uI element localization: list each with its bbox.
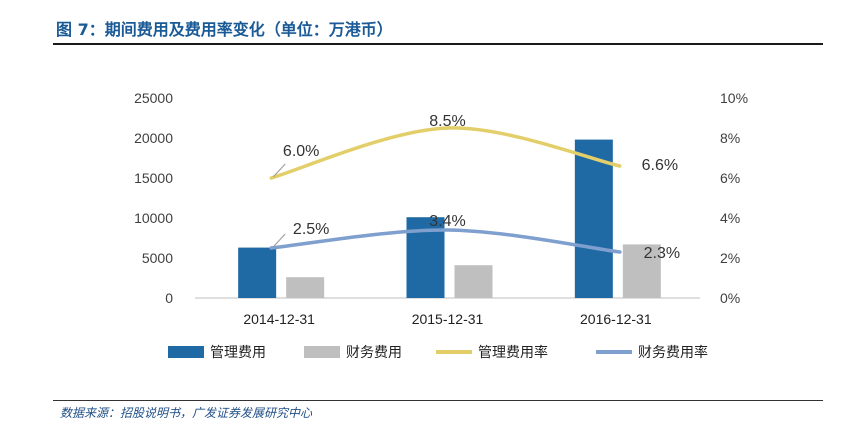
data-label: 3.4% [429, 213, 465, 230]
data-label: 2.3% [644, 245, 680, 262]
left-tick-label: 10000 [134, 210, 173, 226]
category-label: 2014-12-31 [243, 311, 315, 327]
category-label: 2015-12-31 [412, 311, 484, 327]
legend-fin-expense-label: 财务费用 [346, 345, 402, 361]
data-label: 2.5% [293, 221, 329, 238]
right-tick-label: 2% [720, 250, 740, 266]
legend-mgmt-rate-label: 管理费用率 [478, 344, 548, 361]
left-tick-label: 20000 [134, 130, 173, 146]
line-fin-rate [269, 228, 622, 254]
left-tick-label: 25000 [134, 90, 173, 106]
source-note: 数据来源：招股说明书，广发证券发展研究中心 [60, 406, 313, 420]
line-mgmt-rate [269, 126, 622, 180]
left-tick-label: 5000 [142, 250, 173, 266]
legend-mgmt-expense-swatch [168, 346, 204, 358]
right-tick-label: 4% [720, 210, 740, 226]
category-label: 2016-12-31 [580, 311, 652, 327]
data-label: 6.0% [283, 143, 319, 160]
right-tick-label: 8% [720, 130, 740, 146]
bar-fin-expense [454, 265, 493, 298]
chart: 0 5000 10000 15000 20000 25000 0% 2% 4% 6% 8% 10% 20… [134, 90, 748, 361]
data-label: 6.6% [642, 157, 678, 174]
top-rule [53, 43, 823, 45]
bottom-rule [53, 400, 823, 401]
right-tick-label: 6% [720, 170, 740, 186]
data-label-leader [272, 163, 286, 178]
legend-fin-rate-label: 财务费用率 [638, 344, 708, 361]
bar-mgmt-expense [238, 247, 277, 298]
data-label: 8.5% [429, 113, 465, 130]
left-tick-label: 0 [165, 290, 173, 306]
data-label-leader [272, 233, 286, 248]
legend-fin-expense-swatch [304, 346, 340, 358]
bar-fin-expense [622, 244, 661, 298]
right-tick-label: 10% [720, 90, 748, 106]
bar-fin-expense [286, 277, 325, 298]
bar-mgmt-expense [574, 139, 613, 298]
figure-title: 图 7：期间费用及费用率变化（单位：万港币） [56, 20, 393, 39]
left-tick-label: 15000 [134, 170, 173, 186]
right-tick-label: 0% [720, 290, 740, 306]
legend-mgmt-expense-label: 管理费用 [210, 345, 266, 361]
